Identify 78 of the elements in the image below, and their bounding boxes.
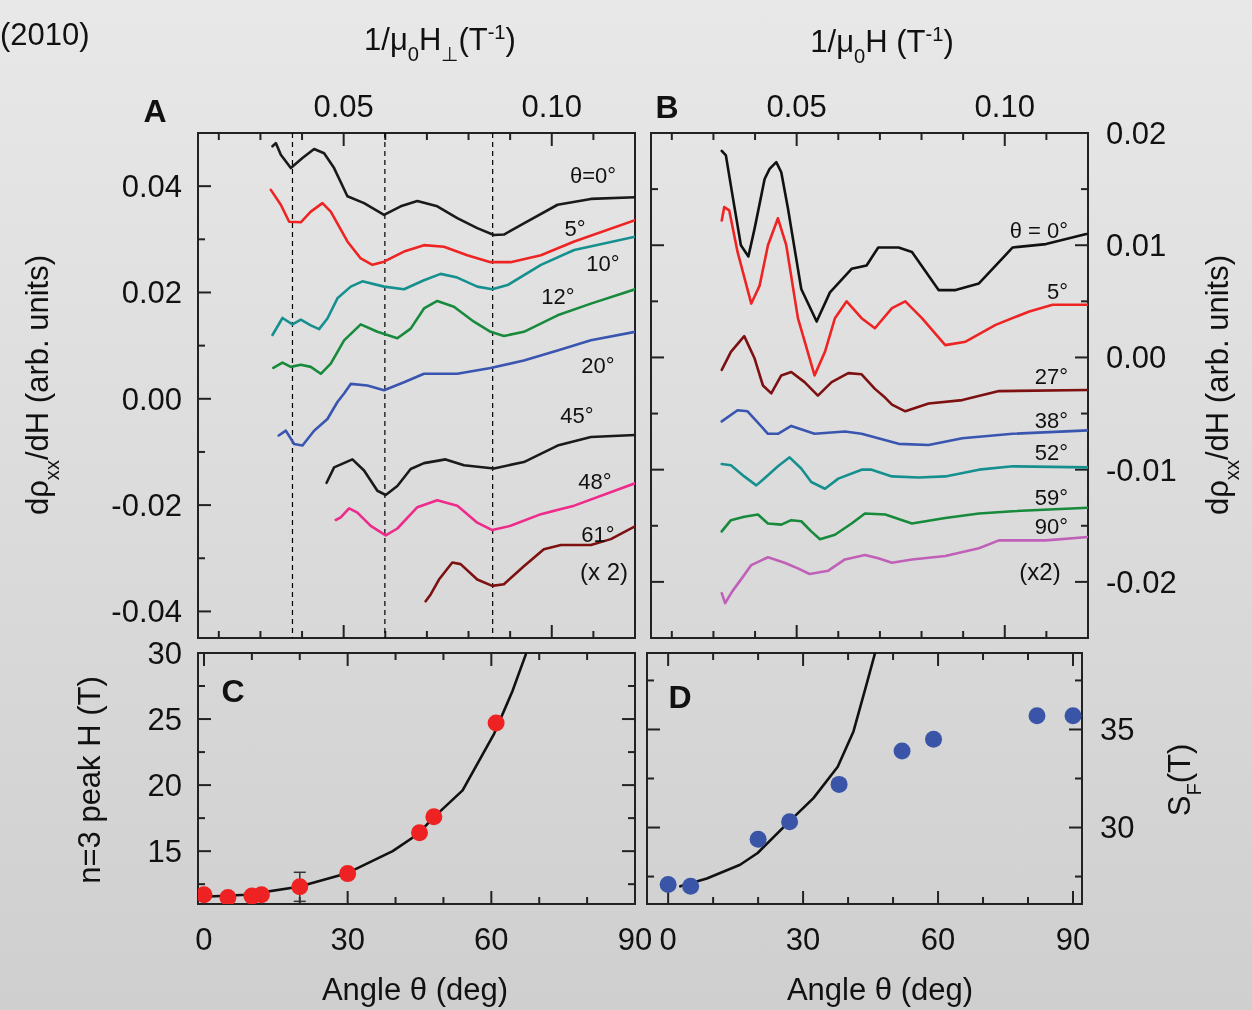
chart-title: A — [143, 93, 167, 129]
point — [291, 878, 309, 896]
point — [1064, 707, 1082, 725]
x-tick-label: 30 — [785, 922, 821, 957]
line-series — [720, 506, 1088, 541]
line-series — [424, 525, 635, 603]
x-axis-title: Angle θ (deg) — [321, 972, 509, 1007]
y2-tick-label: 30 — [1100, 810, 1135, 846]
x-axis-title: Angle θ (deg) — [786, 972, 974, 1007]
series-label: 45° — [560, 403, 594, 429]
line-series — [720, 334, 1088, 413]
point — [893, 742, 911, 760]
series-label: 27° — [1034, 363, 1068, 389]
y2-tick-label: -0.02 — [1106, 564, 1177, 600]
point — [487, 714, 505, 732]
x-tick-label: 30 — [330, 922, 365, 957]
y-tick-label: 15 — [147, 834, 182, 870]
series-label: 10° — [586, 250, 620, 276]
x-tick-label: 0.10 — [521, 89, 582, 124]
y2-tick-label: -0.01 — [1106, 452, 1177, 488]
annotation: (x 2) — [580, 558, 628, 585]
x-tick-label: 0.05 — [766, 89, 827, 124]
line-series — [277, 330, 635, 447]
series-label: θ=0° — [569, 162, 617, 188]
y2-tick-label: 0.02 — [1106, 115, 1167, 151]
series-label: 12° — [541, 284, 575, 310]
x-axis-title: 1/μ$_{0}$H$_{⊥}$(T$^{-1}$) — [364, 21, 516, 65]
x-tick-label: 60 — [920, 922, 956, 957]
series-label: 59° — [1034, 485, 1068, 511]
x-tick-label: 0 — [659, 922, 677, 957]
x-tick-label: 0.10 — [974, 89, 1035, 124]
series-label: θ = 0° — [1009, 218, 1068, 244]
series-label: 5° — [1046, 278, 1068, 304]
point — [219, 888, 237, 904]
y-tick-label: 0.02 — [121, 275, 182, 311]
y-tick-label: 0.00 — [121, 381, 182, 417]
text: (2010) — [0, 17, 90, 52]
point — [830, 775, 848, 793]
y-tick-label: 20 — [147, 767, 182, 803]
point — [682, 877, 700, 895]
y2-tick-label: 35 — [1100, 712, 1135, 748]
series-label: 20° — [581, 353, 615, 379]
point — [749, 830, 767, 848]
series-label: 48° — [578, 468, 612, 494]
point — [410, 824, 428, 842]
line-series — [720, 535, 1088, 605]
point — [925, 730, 943, 748]
point — [339, 865, 357, 883]
text: D — [668, 679, 692, 715]
y-tick-label: -0.04 — [111, 594, 182, 630]
y2-tick-label: 0.00 — [1106, 340, 1167, 376]
x-tick-label: 0.05 — [313, 89, 374, 124]
x-tick-label: 90 — [617, 922, 653, 957]
text: C — [221, 673, 245, 709]
line-series — [720, 149, 1088, 323]
y-tick-label: -0.02 — [111, 487, 182, 523]
x-axis-title: 1/μ$_{0}$H (T$^{-1}$) — [810, 23, 954, 67]
line-series — [272, 287, 635, 376]
series-label: 61° — [581, 521, 615, 547]
point — [659, 875, 677, 893]
point — [425, 808, 443, 826]
line-series — [271, 235, 635, 337]
chart-title: B — [655, 89, 679, 125]
y-axis-title: n=3 peak H (T) — [72, 676, 107, 884]
y2-tick-label: 0.01 — [1106, 228, 1167, 264]
point — [781, 813, 799, 831]
y-tick-label: 30 — [147, 635, 182, 671]
point — [1028, 707, 1046, 725]
y-tick-label: 25 — [147, 701, 182, 737]
x-tick-label: 60 — [474, 922, 509, 957]
series-label: 5° — [564, 216, 586, 242]
series-label: 90° — [1034, 514, 1068, 540]
y-tick-label: 0.04 — [121, 169, 182, 205]
x-tick-label: 90 — [1055, 922, 1091, 957]
series-label: 52° — [1034, 440, 1068, 466]
x-tick-label: 0 — [195, 922, 213, 957]
annotation: (x2) — [1019, 558, 1061, 585]
series-label: 38° — [1034, 407, 1068, 433]
